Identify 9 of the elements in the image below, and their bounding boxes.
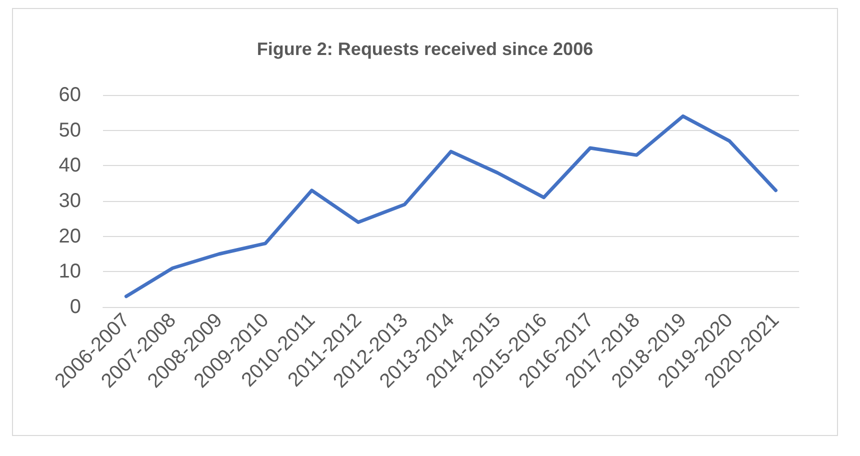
y-tick-label: 0 bbox=[70, 296, 81, 318]
y-tick-label: 10 bbox=[58, 260, 81, 283]
y-tick-label: 60 bbox=[58, 84, 81, 106]
y-tick-label: 50 bbox=[58, 119, 81, 142]
y-tick-label: 40 bbox=[58, 154, 81, 177]
y-tick-label: 20 bbox=[58, 225, 81, 248]
y-tick-label: 30 bbox=[58, 190, 81, 212]
line-series bbox=[124, 114, 778, 298]
chart-title: Figure 2: Requests received since 2006 bbox=[256, 39, 594, 59]
